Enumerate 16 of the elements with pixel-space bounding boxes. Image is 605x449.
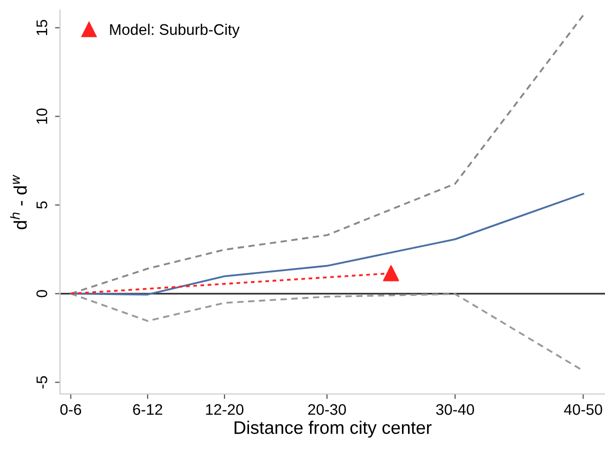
x-tick-label: 20-30: [308, 404, 346, 415]
line-series: [70, 14, 584, 295]
y-tick-label: 0: [36, 290, 48, 298]
y-axis-title: d$^{h}$ - d$^{w}$: [10, 174, 27, 230]
x-axis-title: Distance from city center: [234, 420, 432, 438]
y-tick-label: 15: [36, 20, 48, 36]
line-series: [70, 192, 584, 296]
x-tick-label: 40-50: [564, 404, 602, 415]
legend-label: Model: Suburb-City: [110, 24, 240, 38]
x-tick-label: 0-6: [60, 404, 82, 415]
x-tick-label: 30-40: [436, 404, 474, 415]
y-tick-label: 5: [36, 201, 48, 209]
x-tick-label: 12-20: [206, 404, 244, 415]
x-tick-label: 6-12: [133, 404, 162, 415]
y-tick-label: -5: [36, 376, 48, 388]
y-tick-label: 10: [36, 108, 48, 124]
